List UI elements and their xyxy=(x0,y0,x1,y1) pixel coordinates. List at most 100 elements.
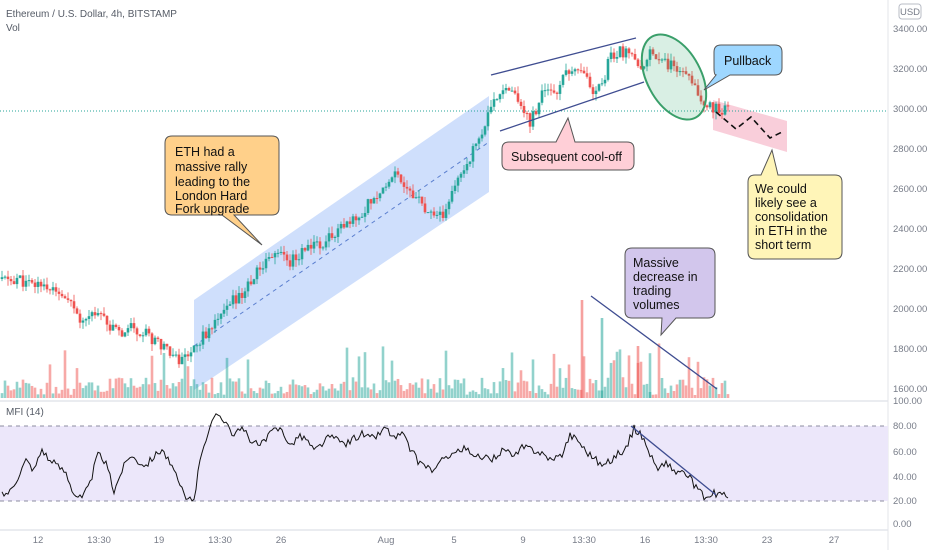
volume-bar xyxy=(303,385,307,398)
candle-body xyxy=(717,103,721,113)
volume-bar xyxy=(120,378,124,398)
volume-bar xyxy=(447,385,451,398)
volume-bar xyxy=(30,385,34,398)
candle-body xyxy=(0,277,4,279)
volume-bar xyxy=(363,352,367,398)
currency-badge[interactable]: USD xyxy=(900,7,920,18)
candle-body xyxy=(603,79,607,84)
candle-body xyxy=(405,186,409,189)
volume-bar xyxy=(141,384,145,398)
candle-body xyxy=(132,323,136,329)
candle-body xyxy=(192,345,196,353)
candle-body xyxy=(669,60,673,70)
candle-body xyxy=(126,328,130,333)
volume-bar xyxy=(90,382,94,398)
volume-bar xyxy=(684,385,688,398)
rally-channel xyxy=(194,96,489,390)
volume-bar xyxy=(546,394,550,398)
candle-body xyxy=(432,211,436,216)
volume-spike-bar xyxy=(580,300,584,398)
time-tick-1330-c: 13:30 xyxy=(572,535,596,546)
volume-bar xyxy=(327,388,331,398)
callout-rally-shape xyxy=(164,135,280,246)
volume-bar xyxy=(177,382,181,398)
volume-bar xyxy=(300,386,304,398)
candle-body xyxy=(375,198,379,200)
candle-body xyxy=(219,313,223,319)
volume-bar xyxy=(27,383,31,398)
price-tick-1600: 1600.00 xyxy=(893,384,927,395)
candle-body xyxy=(282,251,286,255)
volume-bar xyxy=(432,384,436,398)
candle-body xyxy=(21,275,25,287)
volume-bar xyxy=(660,377,664,398)
candle-body xyxy=(93,312,97,316)
mfi-tick-0: 0.00 xyxy=(893,519,912,530)
candle-body xyxy=(195,345,199,347)
volume-bar xyxy=(474,391,478,398)
volume-bar xyxy=(411,384,415,398)
volume-bar xyxy=(93,390,97,398)
candle-body xyxy=(654,54,658,60)
volume-bar xyxy=(378,390,382,398)
volume-bar xyxy=(699,388,703,398)
candle-body xyxy=(261,268,265,270)
candle-body xyxy=(684,71,688,74)
volume-label: Vol xyxy=(6,23,20,34)
candle-body xyxy=(462,170,466,174)
callout-cooloff-text: Subsequent cool-off xyxy=(511,150,622,164)
candle-body xyxy=(672,60,676,67)
volume-bar xyxy=(156,390,160,398)
volume-bar xyxy=(48,364,52,398)
volume-bar xyxy=(60,389,64,398)
volume-bar xyxy=(315,389,319,398)
candle-body xyxy=(60,293,64,297)
candle-body xyxy=(414,197,418,199)
mfi-band xyxy=(0,426,888,501)
volume-bar xyxy=(105,390,109,398)
volume-bar xyxy=(384,380,388,398)
candle-body xyxy=(324,241,328,248)
candle-body xyxy=(51,287,55,291)
candle-body xyxy=(495,99,499,101)
volume-bar xyxy=(162,352,166,398)
volume-bar xyxy=(687,357,691,398)
candle-body xyxy=(561,74,565,85)
candle-body xyxy=(501,90,505,95)
volume-bar xyxy=(204,384,208,398)
volume-spike-bar xyxy=(648,392,652,398)
candle-body xyxy=(135,328,139,335)
time-tick-27: 27 xyxy=(829,535,840,546)
volume-bar xyxy=(429,388,433,398)
volume-bar xyxy=(564,377,568,398)
currency-badge-box[interactable] xyxy=(898,3,922,20)
candle-body xyxy=(483,126,487,135)
volume-bar xyxy=(522,380,526,398)
candle-body xyxy=(471,146,475,162)
volume-bar xyxy=(549,383,553,398)
candle-body xyxy=(567,70,571,74)
volume-bar xyxy=(612,360,616,398)
volume-trend-line xyxy=(590,295,718,390)
candle-body xyxy=(84,318,88,321)
volume-bar xyxy=(555,386,559,398)
volume-bar xyxy=(510,352,514,398)
volume-bar xyxy=(345,347,349,398)
candle-body xyxy=(444,209,448,218)
volume-bar xyxy=(531,359,535,398)
callout-volumes-shape xyxy=(624,247,716,337)
volume-bar xyxy=(123,383,127,398)
candle-body xyxy=(279,251,283,253)
candle-body xyxy=(291,254,295,267)
callout-volumes: Massive decrease in trading volumes xyxy=(624,247,716,337)
candle-body xyxy=(612,52,616,59)
candle-body xyxy=(252,279,256,285)
callout-volumes-line-4: volumes xyxy=(633,298,680,312)
candle-body xyxy=(513,90,517,94)
callout-consolidation: We could likely see a consolidation in E… xyxy=(747,148,843,260)
candle-body xyxy=(711,102,715,113)
price-tick-2200: 2200.00 xyxy=(893,264,927,275)
candle-body xyxy=(141,335,145,337)
candle-body xyxy=(618,46,622,57)
